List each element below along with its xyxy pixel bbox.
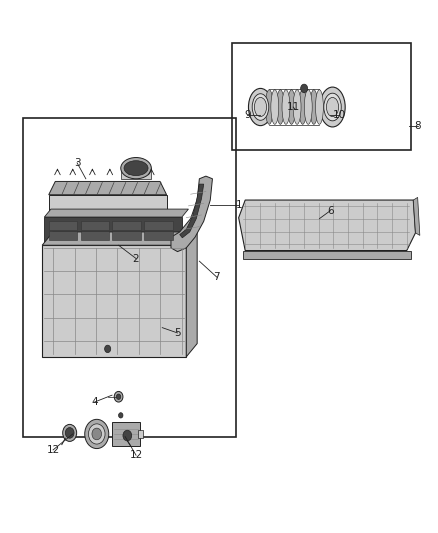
Ellipse shape <box>324 93 341 121</box>
Ellipse shape <box>248 88 272 126</box>
Polygon shape <box>42 245 186 357</box>
Ellipse shape <box>304 90 312 124</box>
Bar <box>145 231 173 240</box>
Ellipse shape <box>121 158 151 179</box>
Ellipse shape <box>320 87 345 127</box>
Polygon shape <box>180 184 204 238</box>
Bar <box>138 430 144 438</box>
Text: 2: 2 <box>133 254 139 263</box>
Bar <box>22 118 237 437</box>
Ellipse shape <box>92 428 102 440</box>
Text: 7: 7 <box>213 272 220 282</box>
Text: 5: 5 <box>174 328 181 338</box>
Bar <box>44 217 182 243</box>
Bar <box>49 231 77 240</box>
Text: 9: 9 <box>244 110 251 120</box>
Circle shape <box>114 391 123 402</box>
Circle shape <box>105 345 111 353</box>
Polygon shape <box>186 232 197 357</box>
Text: 4: 4 <box>91 397 98 407</box>
Polygon shape <box>42 232 197 245</box>
Bar <box>232 43 411 150</box>
Text: 6: 6 <box>327 206 334 216</box>
Circle shape <box>117 394 121 399</box>
Text: 3: 3 <box>74 158 81 168</box>
Circle shape <box>119 413 123 418</box>
Bar <box>112 422 141 446</box>
Bar <box>113 221 141 230</box>
Ellipse shape <box>315 90 323 124</box>
Text: 12: 12 <box>46 445 60 455</box>
Polygon shape <box>49 181 166 195</box>
Ellipse shape <box>282 90 290 124</box>
Polygon shape <box>239 200 416 251</box>
Polygon shape <box>121 168 151 179</box>
Polygon shape <box>171 176 212 252</box>
Ellipse shape <box>88 424 105 444</box>
Ellipse shape <box>299 90 307 124</box>
Bar <box>81 221 109 230</box>
Bar <box>113 231 141 240</box>
Circle shape <box>300 84 307 93</box>
Ellipse shape <box>65 427 74 438</box>
Ellipse shape <box>271 90 279 124</box>
Text: 11: 11 <box>286 102 300 112</box>
Ellipse shape <box>252 94 269 120</box>
Bar <box>243 251 411 259</box>
Polygon shape <box>44 209 188 217</box>
Polygon shape <box>49 195 166 216</box>
Ellipse shape <box>310 90 318 124</box>
Circle shape <box>123 430 132 441</box>
Bar <box>145 221 173 230</box>
Ellipse shape <box>326 98 339 117</box>
Ellipse shape <box>276 90 284 124</box>
Ellipse shape <box>124 161 148 175</box>
Text: 12: 12 <box>129 450 143 460</box>
Ellipse shape <box>63 424 77 441</box>
Polygon shape <box>413 197 420 236</box>
Ellipse shape <box>85 419 109 449</box>
Ellipse shape <box>254 98 267 117</box>
Ellipse shape <box>288 90 296 124</box>
Bar <box>81 231 109 240</box>
Bar <box>49 221 77 230</box>
Text: 10: 10 <box>332 110 346 120</box>
Text: 8: 8 <box>414 120 421 131</box>
Text: 1: 1 <box>235 200 242 211</box>
Ellipse shape <box>293 90 301 124</box>
Ellipse shape <box>265 90 273 124</box>
